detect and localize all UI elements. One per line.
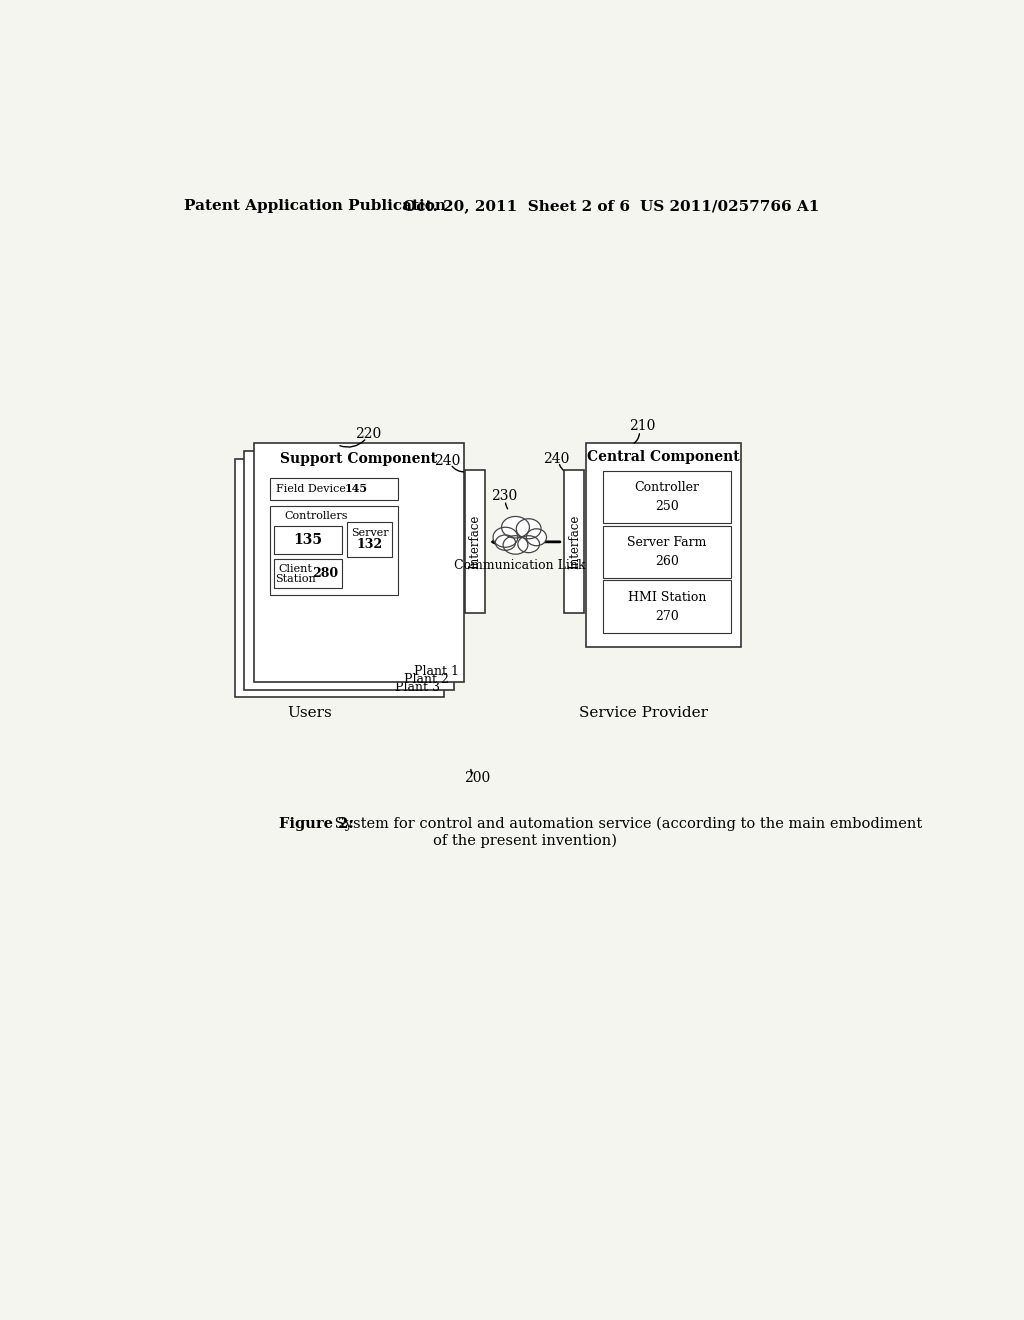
Bar bbox=[603, 471, 731, 523]
Bar bbox=[564, 470, 585, 612]
Ellipse shape bbox=[496, 535, 515, 550]
Text: Controller
250: Controller 250 bbox=[635, 482, 699, 513]
Text: 220: 220 bbox=[355, 428, 381, 441]
Ellipse shape bbox=[518, 536, 540, 553]
Text: Field Device: Field Device bbox=[275, 483, 349, 494]
Bar bbox=[270, 478, 397, 499]
Bar bbox=[586, 444, 741, 647]
Bar bbox=[273, 527, 342, 554]
Ellipse shape bbox=[526, 529, 547, 545]
Text: Support Component: Support Component bbox=[281, 451, 437, 466]
Text: 135: 135 bbox=[293, 533, 323, 548]
Text: HMI Station
270: HMI Station 270 bbox=[628, 590, 707, 623]
Bar bbox=[245, 451, 454, 689]
Bar bbox=[603, 581, 731, 632]
Text: Server: Server bbox=[351, 528, 389, 537]
Text: 240: 240 bbox=[544, 451, 569, 466]
Text: Station: Station bbox=[275, 574, 315, 583]
Text: US 2011/0257766 A1: US 2011/0257766 A1 bbox=[640, 199, 819, 213]
Text: Central Component: Central Component bbox=[587, 450, 739, 465]
Ellipse shape bbox=[493, 527, 518, 548]
Ellipse shape bbox=[516, 519, 541, 539]
Bar bbox=[347, 521, 392, 557]
Text: 145: 145 bbox=[345, 483, 369, 494]
Bar bbox=[603, 525, 731, 578]
Text: Users: Users bbox=[288, 706, 333, 719]
Ellipse shape bbox=[502, 516, 529, 539]
Text: Service Provider: Service Provider bbox=[579, 706, 708, 719]
Bar bbox=[234, 459, 444, 697]
Text: Plant 2: Plant 2 bbox=[404, 673, 449, 686]
Bar bbox=[254, 444, 464, 682]
Text: Client: Client bbox=[279, 564, 312, 574]
Text: Server Farm
260: Server Farm 260 bbox=[628, 536, 707, 568]
Ellipse shape bbox=[503, 536, 528, 554]
Text: Interface: Interface bbox=[568, 515, 581, 569]
Text: 230: 230 bbox=[490, 488, 517, 503]
Text: 200: 200 bbox=[464, 771, 489, 785]
Text: Controllers: Controllers bbox=[285, 511, 348, 521]
Text: Communication Link: Communication Link bbox=[454, 558, 585, 572]
Bar bbox=[465, 470, 485, 612]
Text: Plant 3: Plant 3 bbox=[394, 681, 439, 693]
Text: of the present invention): of the present invention) bbox=[433, 834, 616, 847]
Text: 210: 210 bbox=[629, 420, 655, 433]
Text: Oct. 20, 2011  Sheet 2 of 6: Oct. 20, 2011 Sheet 2 of 6 bbox=[403, 199, 630, 213]
Text: Figure 2:: Figure 2: bbox=[280, 817, 354, 830]
Text: 280: 280 bbox=[311, 566, 338, 579]
Text: Interface: Interface bbox=[469, 515, 481, 569]
Text: 240: 240 bbox=[434, 454, 461, 469]
Bar bbox=[270, 507, 397, 595]
Text: Patent Application Publication: Patent Application Publication bbox=[183, 199, 445, 213]
Text: Plant 1: Plant 1 bbox=[414, 665, 459, 678]
Text: System for control and automation service (according to the main embodiment: System for control and automation servic… bbox=[330, 817, 922, 832]
Text: 132: 132 bbox=[356, 539, 383, 552]
Bar bbox=[273, 558, 342, 589]
